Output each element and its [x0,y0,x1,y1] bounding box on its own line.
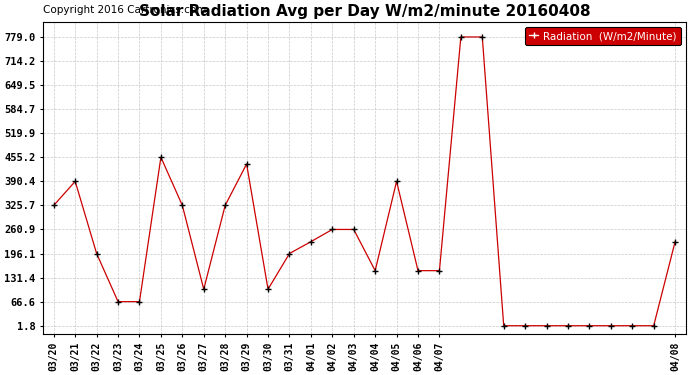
Radiation  (W/m2/Minute) [585,324,593,328]
Radiation  (W/m2/Minute) [649,324,658,328]
Text: Copyright 2016 Cartronics.com: Copyright 2016 Cartronics.com [43,6,206,15]
Radiation  (W/m2/Minute) [478,35,486,39]
Radiation  (W/m2/Minute) [393,179,401,184]
Radiation  (W/m2/Minute) [457,35,465,39]
Radiation  (W/m2/Minute) [350,227,358,232]
Title: Solar Radiation Avg per Day W/m2/minute 20160408: Solar Radiation Avg per Day W/m2/minute … [139,4,590,19]
Radiation  (W/m2/Minute) [264,287,272,291]
Radiation  (W/m2/Minute) [242,162,250,166]
Radiation  (W/m2/Minute) [92,251,101,256]
Radiation  (W/m2/Minute) [178,203,186,208]
Legend: Radiation  (W/m2/Minute): Radiation (W/m2/Minute) [525,27,680,45]
Radiation  (W/m2/Minute) [328,227,337,232]
Radiation  (W/m2/Minute) [500,324,508,328]
Radiation  (W/m2/Minute) [564,324,572,328]
Radiation  (W/m2/Minute) [671,239,679,244]
Radiation  (W/m2/Minute) [628,324,636,328]
Radiation  (W/m2/Minute) [414,268,422,273]
Radiation  (W/m2/Minute) [521,324,529,328]
Radiation  (W/m2/Minute) [71,179,79,184]
Radiation  (W/m2/Minute) [285,251,293,256]
Radiation  (W/m2/Minute) [307,239,315,244]
Radiation  (W/m2/Minute) [221,203,229,208]
Radiation  (W/m2/Minute) [157,155,165,159]
Radiation  (W/m2/Minute) [607,324,615,328]
Radiation  (W/m2/Minute) [114,299,122,304]
Radiation  (W/m2/Minute) [542,324,551,328]
Radiation  (W/m2/Minute) [50,203,58,208]
Radiation  (W/m2/Minute) [135,299,144,304]
Radiation  (W/m2/Minute) [371,268,380,273]
Radiation  (W/m2/Minute) [435,268,444,273]
Radiation  (W/m2/Minute) [199,287,208,291]
Line: Radiation  (W/m2/Minute): Radiation (W/m2/Minute) [51,34,678,328]
